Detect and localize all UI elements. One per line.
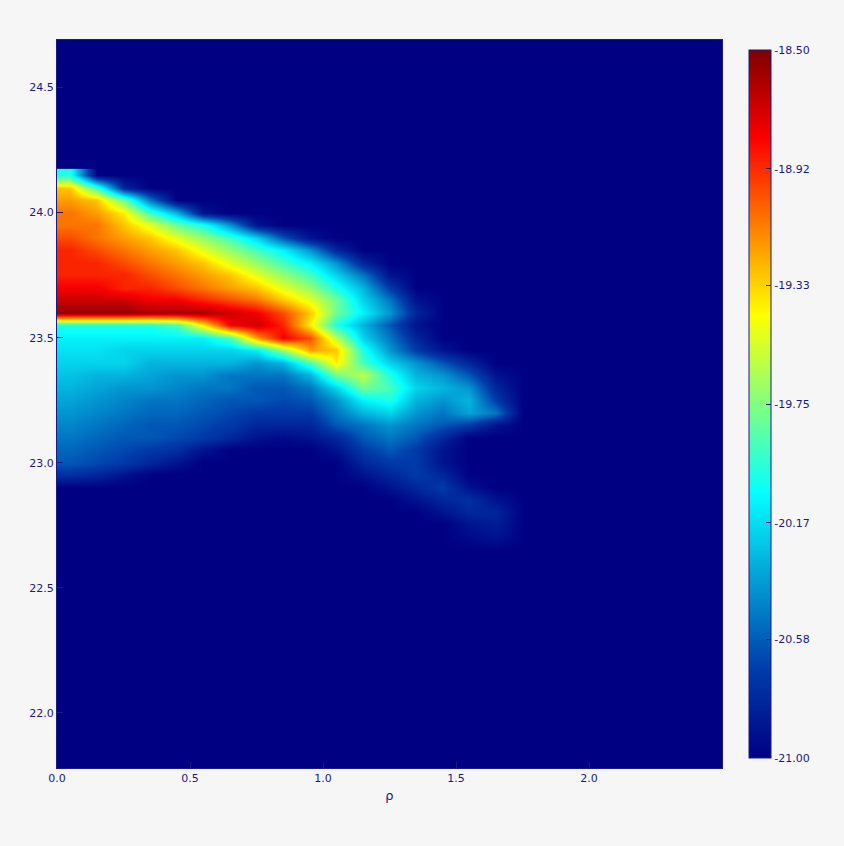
svg-text:1.5: 1.5 [447,772,465,785]
svg-text:1.0: 1.0 [314,772,332,785]
svg-text:23.5: 23.5 [29,332,54,345]
svg-text:-20.58: -20.58 [774,633,809,646]
svg-text:23.0: 23.0 [29,457,54,470]
svg-text:24.0: 24.0 [29,206,54,219]
svg-text:-21.00: -21.00 [774,752,809,765]
svg-text:0.0: 0.0 [48,772,66,785]
svg-text:-18.50: -18.50 [774,44,809,57]
svg-text:-20.17: -20.17 [774,517,809,530]
svg-text:22.0: 22.0 [29,707,54,720]
svg-text:-19.75: -19.75 [774,398,809,411]
svg-text:-19.33: -19.33 [774,279,809,292]
svg-text:22.5: 22.5 [29,582,54,595]
svg-text:24.5: 24.5 [29,81,54,94]
svg-text:0.5: 0.5 [181,772,199,785]
svg-text:ρ: ρ [385,788,393,803]
svg-text:2.0: 2.0 [580,772,598,785]
svg-text:-18.92: -18.92 [774,163,809,176]
